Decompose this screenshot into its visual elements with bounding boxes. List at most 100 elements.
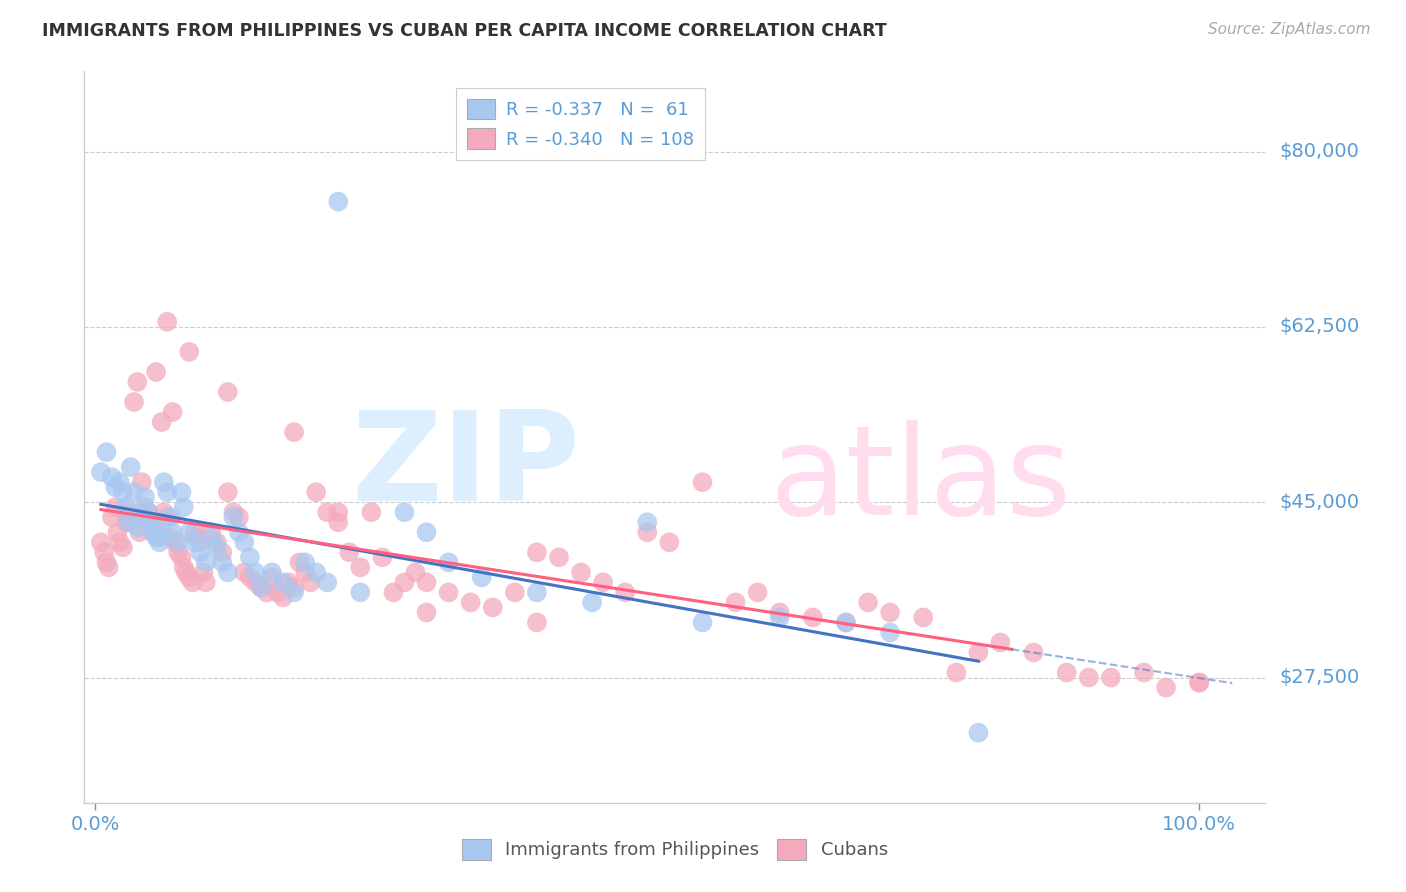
Y-axis label: Per Capita Income: Per Capita Income: [0, 361, 8, 513]
Point: [967, 725, 990, 739]
Point: [145, 530, 167, 544]
Point: [134, 500, 156, 515]
Point: [460, 595, 482, 609]
Point: [194, 575, 217, 590]
Point: [299, 575, 322, 590]
Point: [134, 490, 156, 504]
Point: [328, 505, 350, 519]
Point: [115, 500, 138, 515]
Point: [394, 575, 416, 590]
Text: $80,000: $80,000: [1279, 142, 1360, 161]
Point: [170, 485, 193, 500]
Point: [271, 591, 294, 605]
Point: [222, 505, 245, 519]
Point: [337, 545, 360, 559]
Point: [115, 515, 138, 529]
Point: [184, 525, 207, 540]
Point: [153, 505, 176, 519]
Point: [288, 555, 311, 569]
Point: [415, 525, 437, 540]
Point: [111, 485, 134, 500]
Point: [294, 566, 316, 580]
Point: [179, 570, 201, 584]
Point: [1077, 671, 1099, 685]
Point: [179, 525, 201, 540]
Point: [879, 625, 901, 640]
Point: [1022, 646, 1045, 660]
Point: [415, 606, 437, 620]
Point: [250, 580, 273, 594]
Point: [256, 585, 278, 599]
Point: [382, 585, 405, 599]
Point: [142, 520, 165, 534]
Point: [316, 505, 339, 519]
Point: [990, 635, 1012, 649]
Text: $45,000: $45,000: [1279, 492, 1360, 512]
Point: [835, 615, 858, 630]
Point: [747, 585, 769, 599]
Point: [104, 480, 127, 494]
Point: [107, 525, 129, 540]
Point: [120, 460, 142, 475]
Point: [211, 555, 233, 569]
Point: [239, 550, 262, 565]
Point: [692, 475, 714, 490]
Point: [117, 515, 139, 529]
Point: [503, 585, 526, 599]
Text: $62,500: $62,500: [1279, 318, 1360, 336]
Point: [156, 315, 179, 329]
Point: [636, 515, 658, 529]
Point: [148, 535, 170, 549]
Point: [138, 505, 160, 519]
Point: [277, 575, 299, 590]
Point: [101, 470, 124, 484]
Point: [967, 646, 990, 660]
Point: [156, 485, 179, 500]
Point: [97, 560, 120, 574]
Point: [131, 475, 153, 490]
Point: [96, 445, 118, 459]
Point: [139, 515, 162, 529]
Point: [437, 555, 460, 569]
Point: [724, 595, 747, 609]
Point: [305, 566, 328, 580]
Point: [260, 570, 283, 584]
Point: [217, 566, 239, 580]
Point: [162, 525, 184, 540]
Point: [233, 535, 256, 549]
Point: [1154, 681, 1177, 695]
Point: [200, 530, 222, 544]
Point: [108, 475, 131, 490]
Point: [945, 665, 967, 680]
Point: [437, 585, 460, 599]
Legend: Immigrants from Philippines, Cubans: Immigrants from Philippines, Cubans: [454, 831, 896, 867]
Point: [222, 510, 245, 524]
Point: [283, 425, 305, 439]
Point: [150, 415, 173, 429]
Point: [349, 560, 371, 574]
Point: [173, 500, 195, 515]
Point: [153, 475, 176, 490]
Point: [108, 535, 131, 549]
Point: [245, 566, 267, 580]
Point: [186, 530, 208, 544]
Point: [294, 555, 316, 569]
Point: [139, 515, 162, 529]
Point: [581, 595, 603, 609]
Point: [1133, 665, 1156, 680]
Point: [181, 575, 204, 590]
Point: [104, 500, 127, 515]
Point: [266, 585, 288, 599]
Point: [481, 600, 503, 615]
Point: [856, 595, 879, 609]
Point: [1188, 675, 1211, 690]
Point: [93, 545, 115, 559]
Point: [148, 530, 170, 544]
Point: [120, 515, 142, 529]
Text: Source: ZipAtlas.com: Source: ZipAtlas.com: [1208, 22, 1371, 37]
Point: [96, 555, 118, 569]
Point: [188, 545, 211, 559]
Point: [156, 510, 179, 524]
Point: [271, 575, 294, 590]
Point: [159, 510, 181, 524]
